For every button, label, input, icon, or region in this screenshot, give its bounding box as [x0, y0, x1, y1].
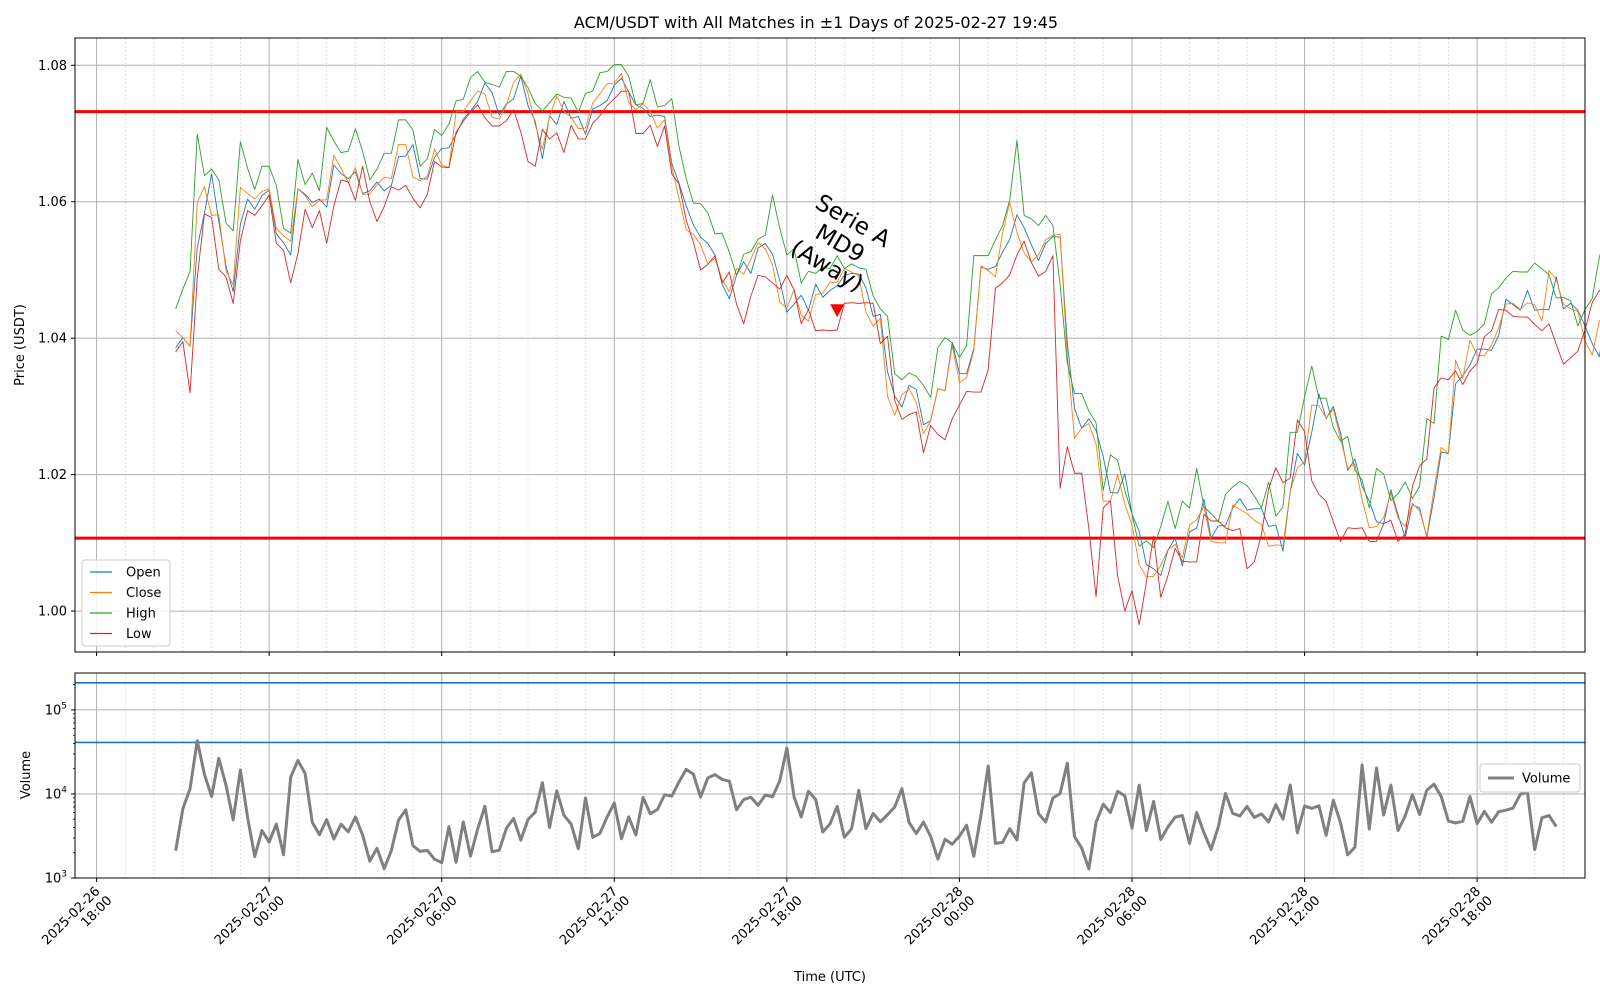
price-y-tick-label: 1.08: [38, 59, 67, 74]
match-marker-icon: [830, 304, 845, 318]
price-axes-frame: [74, 37, 1586, 653]
legend-label: Volume: [1522, 772, 1570, 787]
volume-legend: [1479, 763, 1581, 793]
series-line-high: [175, 64, 1600, 549]
legend-label: Open: [126, 566, 161, 581]
x-axis-label: Time (UTC): [793, 970, 866, 985]
volume-y-tick-label: 103: [45, 870, 67, 887]
series-line-low: [175, 90, 1600, 626]
series-line-open: [175, 75, 1600, 577]
volume-y-tick-label: 104: [45, 785, 68, 802]
volume-y-tick-label: 105: [45, 701, 67, 718]
series-line-volume: [174, 739, 1558, 871]
legend-label: Low: [126, 627, 152, 642]
volume-y-axis-label: Volume: [19, 751, 34, 799]
volume-axes-frame: [74, 672, 1586, 879]
price-y-tick-label: 1.00: [38, 605, 67, 620]
series-line-close: [175, 73, 1600, 578]
price-y-tick-label: 1.02: [38, 468, 67, 483]
price-legend: [81, 559, 171, 647]
legend-label: Close: [126, 586, 161, 601]
price-y-tick-label: 1.04: [38, 332, 67, 347]
price-y-axis-label: Price (USDT): [13, 304, 28, 386]
price-y-tick-label: 1.06: [38, 195, 67, 210]
chart-title: ACM/USDT with All Matches in ±1 Days of …: [574, 13, 1058, 32]
legend-label: High: [126, 607, 156, 622]
